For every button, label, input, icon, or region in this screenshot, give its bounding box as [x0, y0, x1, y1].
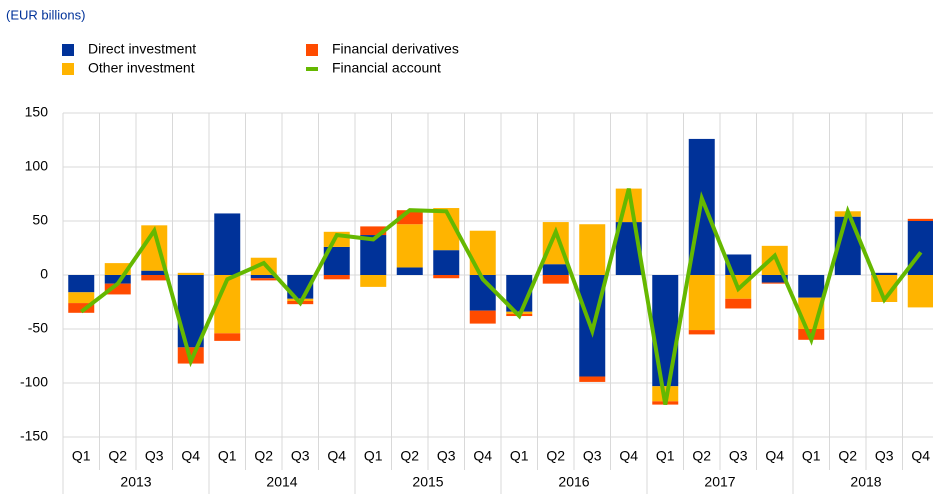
bar-segment [360, 275, 387, 287]
year-label: 2018 [850, 474, 881, 490]
legend-swatch [306, 44, 318, 56]
bar-segment [141, 270, 168, 275]
bar-segment [688, 275, 715, 331]
bar-segment [652, 275, 679, 387]
x-tick-label: Q2 [254, 448, 273, 464]
x-tick-label: Q3 [729, 448, 748, 464]
x-tick-label: Q4 [181, 448, 200, 464]
bar-segment [761, 275, 788, 283]
year-label: 2015 [412, 474, 443, 490]
x-tick-label: Q4 [765, 448, 784, 464]
unit-label: (EUR billions) [6, 7, 85, 22]
bar-segment [433, 275, 460, 279]
x-tick-label: Q2 [692, 448, 711, 464]
bar-segment [68, 303, 95, 313]
legend-swatch [62, 63, 74, 75]
bar-segment [68, 275, 95, 293]
y-tick-label: 150 [25, 104, 49, 120]
bar-segment [871, 272, 898, 275]
x-tick-label: Q4 [619, 448, 638, 464]
y-tick-label: -50 [28, 320, 48, 336]
bar-segment [469, 230, 496, 275]
year-label: 2016 [558, 474, 589, 490]
legend-label: Financial account [332, 60, 441, 76]
bar-segment [104, 275, 131, 284]
y-tick-label: -100 [20, 374, 48, 390]
line-series [80, 188, 923, 405]
x-tick-label: Q3 [145, 448, 164, 464]
bar-segment [469, 310, 496, 324]
legend-label: Other investment [88, 60, 195, 76]
bar-segment [688, 330, 715, 335]
x-tick-label: Q3 [437, 448, 456, 464]
bar-segment [907, 218, 933, 221]
bar-segment [798, 275, 825, 298]
bar-segment [579, 224, 606, 275]
bar-segment [542, 275, 569, 284]
bar-segment [214, 213, 241, 275]
y-tick-label: 50 [32, 212, 48, 228]
y-tick-label: 0 [40, 266, 48, 282]
bar-segment [104, 263, 131, 275]
legend-swatch [62, 44, 74, 56]
legend-label: Direct investment [88, 41, 196, 57]
bar-segment [214, 275, 241, 334]
x-tick-label: Q2 [108, 448, 127, 464]
x-tick-label: Q1 [802, 448, 821, 464]
x-tick-label: Q2 [400, 448, 419, 464]
bar-segment [68, 292, 95, 304]
legend-swatch [306, 67, 318, 71]
bar-segment [360, 235, 387, 275]
bar-segment [360, 226, 387, 236]
bar-segment [907, 275, 933, 308]
x-tick-label: Q2 [546, 448, 565, 464]
x-tick-label: Q2 [838, 448, 857, 464]
y-tick-label: 100 [25, 158, 49, 174]
x-tick-label: Q4 [911, 448, 930, 464]
year-label: 2017 [704, 474, 735, 490]
y-tick-label: -150 [20, 428, 48, 444]
x-tick-label: Q1 [510, 448, 529, 464]
bar-segment [323, 275, 350, 280]
bar-segment [761, 282, 788, 284]
x-tick-label: Q3 [875, 448, 894, 464]
bar-segment [104, 283, 131, 295]
legend-label: Financial derivatives [332, 41, 459, 57]
x-tick-label: Q4 [327, 448, 346, 464]
x-tick-label: Q1 [72, 448, 91, 464]
bar-segment [396, 267, 423, 275]
year-label: 2013 [120, 474, 151, 490]
bar-segment [250, 278, 277, 281]
bar-segment [250, 275, 277, 279]
x-tick-label: Q1 [656, 448, 675, 464]
x-tick-label: Q1 [218, 448, 237, 464]
x-tick-label: Q1 [364, 448, 383, 464]
bar-segment [579, 376, 606, 382]
bar-segment [141, 275, 168, 281]
year-label: 2014 [266, 474, 297, 490]
bar-segment [433, 250, 460, 275]
bar-segment [542, 264, 569, 275]
x-tick-label: Q3 [291, 448, 310, 464]
x-tick-label: Q4 [473, 448, 492, 464]
bar-segment [214, 333, 241, 341]
bar-segment [725, 298, 752, 309]
bar-segment [396, 224, 423, 268]
bar-segment [177, 272, 204, 275]
x-tick-label: Q3 [583, 448, 602, 464]
